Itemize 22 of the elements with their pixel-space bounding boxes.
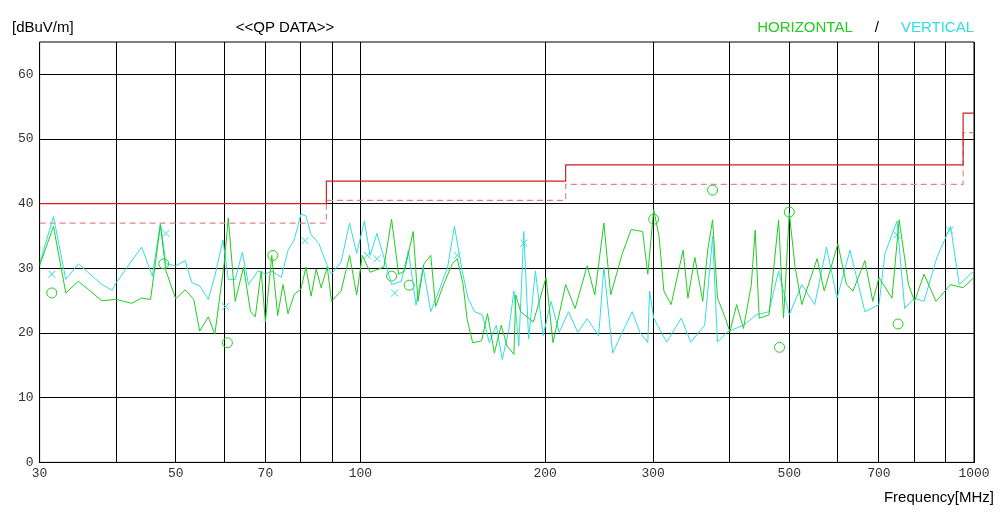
x-tick-label: 70 <box>257 465 274 481</box>
y-tick-label: 10 <box>17 390 34 406</box>
y-tick-label: 20 <box>17 325 34 341</box>
y-tick-label: 40 <box>17 196 34 212</box>
text: VERTICAL <box>900 18 975 35</box>
y-axis-title: [dBuV/m] <box>12 18 74 35</box>
x-tick-label: 300 <box>641 465 665 481</box>
x-tick-label: 500 <box>777 465 801 481</box>
x-tick-label: 700 <box>867 465 891 481</box>
text: / <box>874 18 880 35</box>
y-tick-label: 60 <box>17 66 34 82</box>
x-tick-label: 30 <box>31 465 48 481</box>
x-tick-label: 50 <box>167 465 184 481</box>
x-axis-title: Frequency[MHz] <box>883 488 994 505</box>
x-tick-label: 200 <box>533 465 557 481</box>
x-tick-label: 1000 <box>958 465 990 481</box>
y-tick-label: 50 <box>17 131 34 147</box>
y-tick-label: 0 <box>25 454 34 470</box>
text: HORIZONTAL <box>757 18 853 35</box>
x-tick-label: 100 <box>348 465 373 481</box>
chart-title: <<QP DATA>> <box>235 18 335 35</box>
y-tick-label: 30 <box>17 260 34 276</box>
